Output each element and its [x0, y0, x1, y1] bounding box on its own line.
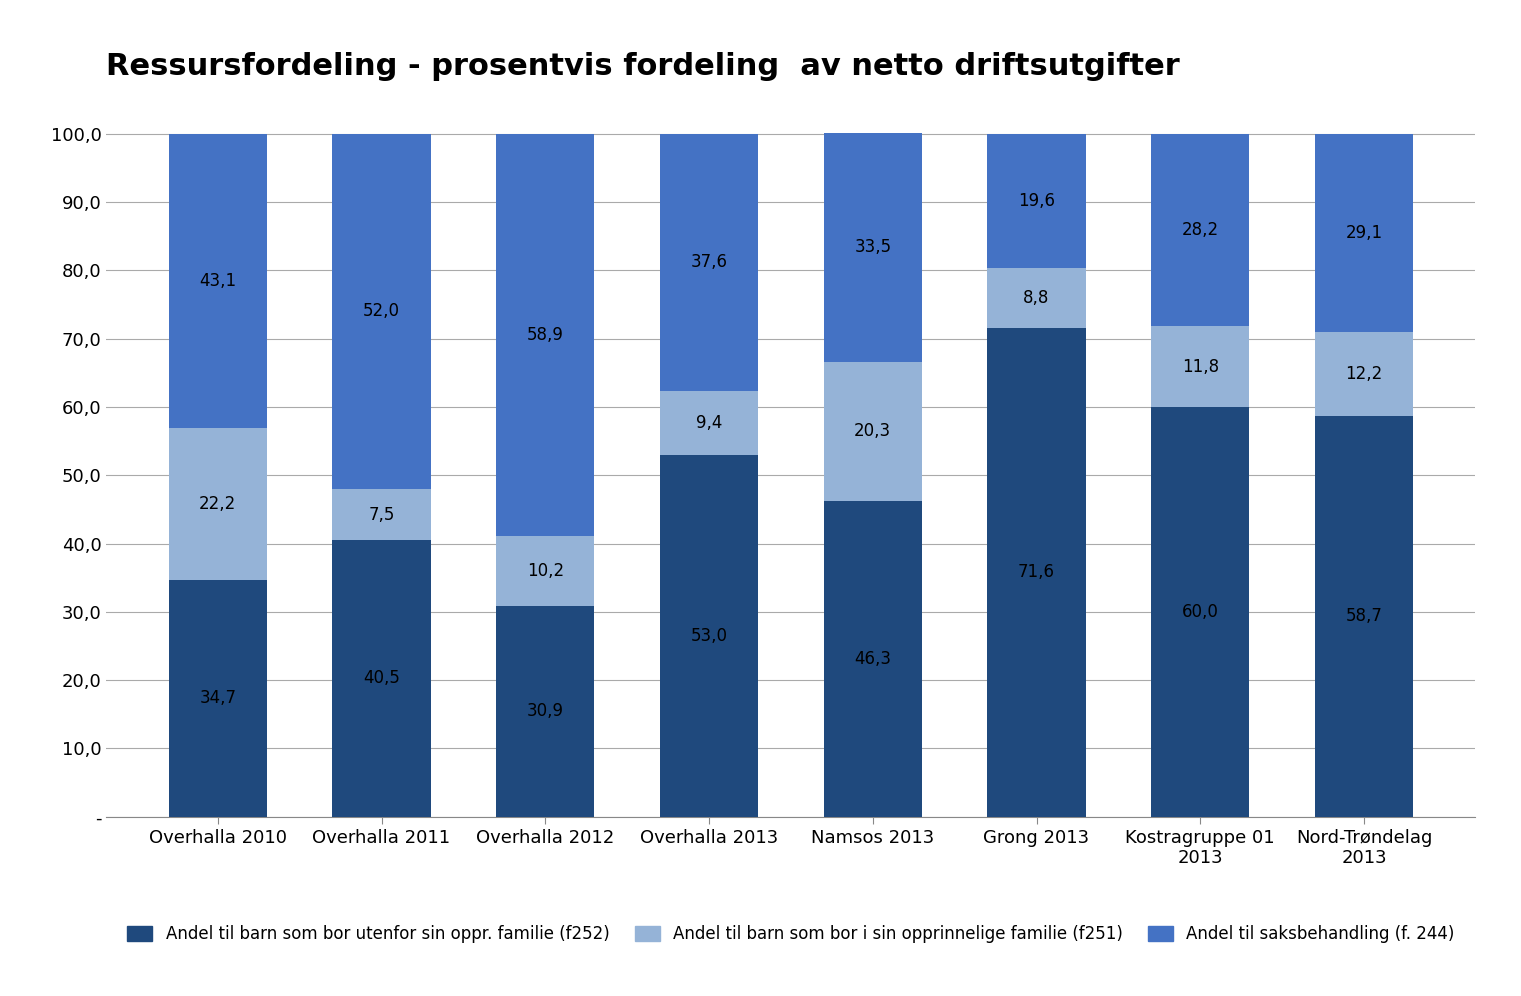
- Text: 46,3: 46,3: [855, 649, 891, 667]
- Bar: [660, 133, 757, 390]
- Text: 53,0: 53,0: [691, 626, 727, 644]
- Bar: [169, 580, 268, 817]
- Text: 29,1: 29,1: [1346, 224, 1383, 242]
- Text: 22,2: 22,2: [199, 495, 236, 513]
- Text: 19,6: 19,6: [1018, 191, 1056, 210]
- Bar: [1151, 133, 1249, 327]
- Text: 34,7: 34,7: [199, 689, 236, 707]
- Text: 9,4: 9,4: [697, 413, 722, 431]
- Text: 43,1: 43,1: [199, 272, 236, 290]
- Text: 11,8: 11,8: [1182, 358, 1218, 375]
- Bar: [987, 268, 1086, 328]
- Bar: [333, 540, 430, 817]
- Text: 71,6: 71,6: [1018, 563, 1056, 582]
- Text: 52,0: 52,0: [364, 303, 400, 321]
- Bar: [660, 390, 757, 455]
- Bar: [496, 133, 595, 536]
- Bar: [496, 606, 595, 817]
- Bar: [1314, 333, 1413, 415]
- Text: 28,2: 28,2: [1182, 221, 1218, 239]
- Text: 8,8: 8,8: [1024, 289, 1049, 307]
- Text: 58,9: 58,9: [526, 326, 564, 344]
- Bar: [1314, 415, 1413, 817]
- Text: 60,0: 60,0: [1182, 603, 1218, 621]
- Text: 12,2: 12,2: [1346, 366, 1383, 383]
- Bar: [1151, 407, 1249, 817]
- Bar: [496, 536, 595, 606]
- Text: 30,9: 30,9: [526, 702, 564, 720]
- Text: 40,5: 40,5: [364, 669, 400, 687]
- Bar: [333, 489, 430, 540]
- Bar: [824, 362, 922, 501]
- Text: 7,5: 7,5: [368, 506, 395, 524]
- Bar: [824, 133, 922, 362]
- Text: Ressursfordeling - prosentvis fordeling  av netto driftsutgifter: Ressursfordeling - prosentvis fordeling …: [106, 52, 1180, 81]
- Bar: [1314, 133, 1413, 333]
- Text: 58,7: 58,7: [1346, 608, 1383, 625]
- Legend: Andel til barn som bor utenfor sin oppr. familie (f252), Andel til barn som bor : Andel til barn som bor utenfor sin oppr.…: [120, 918, 1462, 949]
- Text: 20,3: 20,3: [855, 422, 891, 440]
- Bar: [169, 428, 268, 580]
- Text: 33,5: 33,5: [855, 238, 891, 256]
- Bar: [1151, 327, 1249, 407]
- Bar: [333, 133, 430, 489]
- Bar: [987, 328, 1086, 817]
- Text: 10,2: 10,2: [526, 562, 564, 580]
- Bar: [660, 455, 757, 817]
- Bar: [987, 133, 1086, 268]
- Bar: [169, 133, 268, 428]
- Bar: [824, 501, 922, 817]
- Text: 37,6: 37,6: [691, 253, 727, 271]
